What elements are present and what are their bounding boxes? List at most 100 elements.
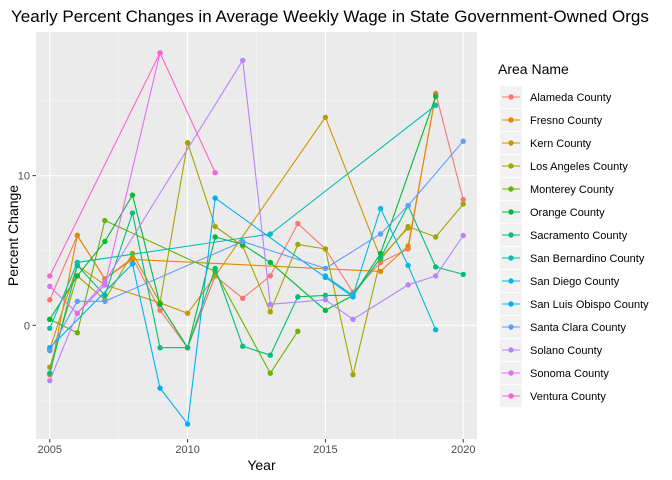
legend-label: Ventura County <box>530 391 606 403</box>
data-point <box>47 283 53 290</box>
legend-item: Fresno County <box>500 109 603 131</box>
data-point <box>47 370 53 376</box>
legend-key-point <box>508 117 514 123</box>
series-line <box>49 219 299 375</box>
data-point <box>350 371 356 378</box>
series-line <box>49 104 437 329</box>
data-point <box>377 231 384 237</box>
legend-key-point <box>508 301 514 307</box>
legend-key-point <box>508 140 514 146</box>
series-santa-clara-county <box>47 138 466 354</box>
series-fresno-county <box>47 92 439 378</box>
series-solano-county <box>47 57 466 384</box>
series-line <box>49 204 464 374</box>
data-point <box>405 202 411 209</box>
data-point <box>460 271 466 278</box>
data-point <box>240 238 246 245</box>
data-point <box>184 140 191 146</box>
legend-item: Orange County <box>500 201 605 223</box>
data-point <box>74 232 81 239</box>
data-point <box>240 57 246 64</box>
data-point <box>377 255 384 261</box>
series-ventura-county <box>47 50 218 279</box>
legend-item: Alameda County <box>500 86 612 108</box>
data-point <box>240 295 246 302</box>
data-point <box>460 232 466 239</box>
data-point <box>405 262 411 269</box>
series-line <box>49 93 464 349</box>
series-line <box>49 52 161 315</box>
data-point <box>212 223 218 230</box>
data-point <box>157 385 163 391</box>
data-point <box>432 327 439 333</box>
data-point <box>129 256 136 263</box>
series-sacramento-county <box>47 202 466 376</box>
data-point <box>432 273 439 279</box>
legend-item: San Luis Obispo County <box>500 293 649 315</box>
legend-label: Monterey County <box>530 184 614 196</box>
data-point <box>157 307 163 314</box>
legend-key-point <box>508 163 514 169</box>
legend-key-point <box>508 324 514 330</box>
data-point <box>432 264 439 270</box>
y-tick-label: 10 <box>18 171 30 183</box>
data-point <box>212 265 218 272</box>
data-point <box>212 234 218 240</box>
data-point <box>47 297 53 303</box>
data-point <box>74 298 81 305</box>
x-tick-label: 2020 <box>451 444 475 456</box>
data-point <box>377 205 384 212</box>
data-point <box>267 309 273 315</box>
data-point <box>157 301 163 308</box>
data-point <box>350 294 356 300</box>
data-point <box>322 265 329 272</box>
data-point <box>129 261 136 267</box>
series-san-bernardino-county <box>47 102 439 331</box>
data-point <box>212 195 218 201</box>
legend-title: Area Name <box>498 61 569 77</box>
data-point <box>240 343 246 349</box>
x-tick-label: 2005 <box>38 444 62 456</box>
data-point <box>74 310 81 317</box>
legend-item: Sonoma County <box>500 362 609 384</box>
legend-item: Los Angeles County <box>500 155 628 177</box>
data-point <box>102 217 108 224</box>
data-point <box>184 345 191 351</box>
legend-key-point <box>508 94 514 100</box>
data-point <box>267 231 273 237</box>
data-point <box>322 297 329 303</box>
data-point <box>432 93 439 100</box>
legend: Area Name Alameda County Fresno County Ker… <box>498 61 649 407</box>
chart-title: Yearly Percent Changes in Average Weekly… <box>11 7 649 26</box>
data-point <box>405 223 411 230</box>
axes: 2005 2010 2015 2020 0 10 <box>18 171 476 456</box>
data-point <box>432 234 439 240</box>
series-san-luis-obispo-county <box>47 195 356 427</box>
legend-key-point <box>508 278 514 284</box>
data-point <box>74 273 81 279</box>
data-point <box>322 307 329 314</box>
data-point <box>350 316 356 322</box>
data-point <box>74 330 81 336</box>
legend-item: San Bernardino County <box>500 247 645 269</box>
data-point <box>102 282 108 288</box>
y-tick-label: 0 <box>24 320 30 332</box>
series-line <box>49 142 464 375</box>
data-point <box>295 220 301 227</box>
data-point <box>157 50 163 56</box>
data-point <box>184 310 191 317</box>
data-point <box>129 192 136 198</box>
data-point <box>295 294 301 300</box>
legend-item: Monterey County <box>500 178 614 200</box>
data-point <box>47 273 53 279</box>
legend-item: Santa Clara County <box>500 316 626 338</box>
series-line <box>49 140 464 351</box>
data-point <box>295 241 301 248</box>
x-tick-label: 2010 <box>175 444 199 456</box>
legend-key-point <box>508 186 514 192</box>
legend-label: Alameda County <box>530 92 612 104</box>
legend-item: Ventura County <box>500 385 606 407</box>
legend-key-point <box>508 347 514 353</box>
legend-key-point <box>508 393 514 399</box>
